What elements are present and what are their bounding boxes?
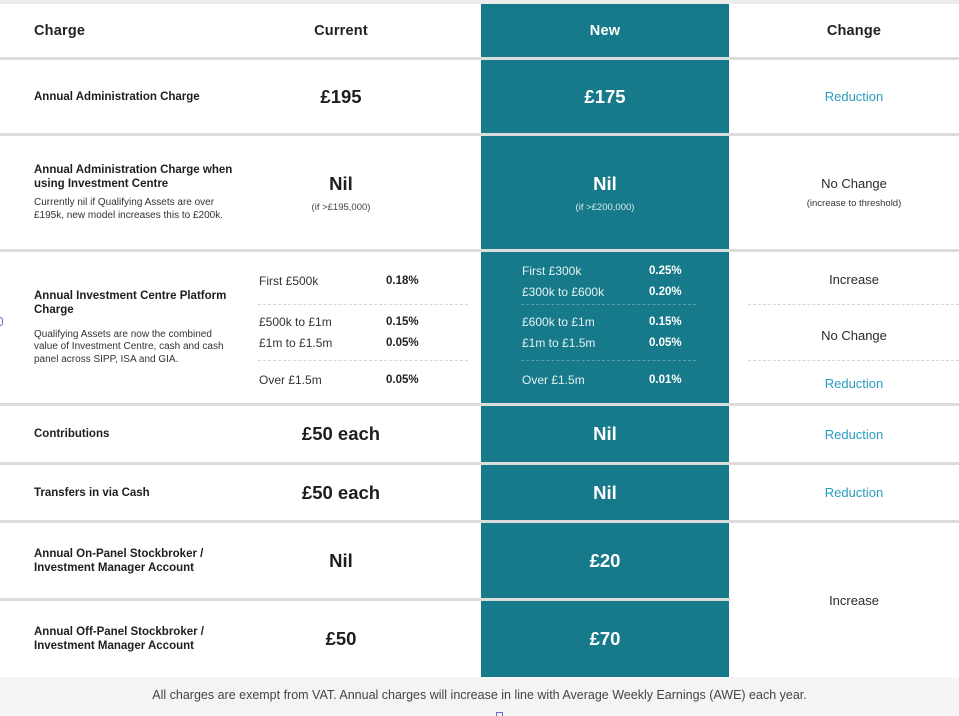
admin-current: £195	[320, 85, 362, 107]
header-new: New	[589, 22, 621, 39]
new-tier-band: £300k to £600k	[522, 285, 605, 299]
new-tier-band: First £300k	[522, 264, 582, 278]
new-tier-rate: 0.05%	[649, 337, 682, 349]
row-title-platform: Annual Investment Centre Platform Charge…	[34, 252, 234, 403]
footer-band	[0, 677, 959, 716]
scroll-marker	[496, 712, 503, 716]
row-title: Annual Investment Centre Platform Charge	[34, 289, 227, 316]
change-value: No Change	[821, 176, 887, 191]
new-tier-rate: 0.15%	[649, 316, 682, 328]
divider	[0, 403, 959, 406]
admin-ic-change: No Change (increase to threshold)	[754, 136, 954, 249]
platform-change-tier3: Reduction	[824, 375, 884, 391]
platform-change-tier1: Increase	[829, 271, 879, 287]
current-tier-band: £1m to £1.5m	[259, 336, 333, 350]
header-current: Current	[314, 22, 368, 39]
row-title-off-panel: Annual Off-Panel Stockbroker / Investmen…	[34, 626, 204, 652]
row-title-on-panel: Annual On-Panel Stockbroker / Investment…	[34, 547, 204, 574]
transfers-current: £50 each	[301, 481, 381, 503]
contributions-current: £50 each	[301, 423, 381, 444]
row-title-admin-ic: Annual Administration Charge when using …	[34, 136, 234, 249]
on-panel-new: £20	[589, 549, 621, 571]
row-subtitle: Currently nil if Qualifying Assets are o…	[34, 197, 223, 221]
tier-separator	[748, 360, 959, 361]
new-tier-rate: 0.01%	[649, 374, 682, 386]
current-tier-rate: 0.05%	[386, 337, 419, 349]
row-title-contributions: Contributions	[34, 428, 110, 440]
transfers-change: Reduction	[824, 485, 884, 500]
tier-separator	[258, 360, 468, 361]
header-change: Change	[826, 22, 882, 39]
value: Nil	[329, 172, 353, 194]
admin-change: Reduction	[824, 89, 884, 104]
divider	[0, 57, 959, 60]
divider	[0, 598, 730, 601]
contributions-new: Nil	[593, 423, 617, 444]
new-tier-band: £600k to £1m	[522, 315, 595, 329]
current-tier-band: £500k to £1m	[259, 315, 332, 329]
divider	[0, 520, 959, 523]
header-charge: Charge	[34, 22, 86, 39]
off-panel-current: £50	[325, 628, 357, 649]
top-strip	[0, 0, 959, 4]
change-note: (increase to threshold)	[806, 198, 902, 209]
on-panel-current: Nil	[329, 549, 353, 571]
divider	[0, 462, 959, 465]
tier-separator	[521, 304, 696, 305]
value: Nil	[593, 172, 617, 194]
threshold-note: (if >£195,000)	[311, 201, 371, 213]
current-tier-rate: 0.05%	[386, 374, 419, 386]
tier-separator	[748, 304, 959, 305]
current-tier-band: Over £1.5m	[259, 373, 322, 387]
footer-note: All charges are exempt from VAT. Annual …	[152, 688, 807, 702]
row-title: Annual Administration Charge when using …	[34, 164, 233, 190]
off-panel-new: £70	[589, 628, 621, 649]
divider	[0, 133, 959, 136]
contributions-change: Reduction	[824, 426, 884, 442]
admin-ic-new: Nil (if >£200,000)	[481, 136, 729, 249]
admin-ic-current: Nil (if >£195,000)	[241, 136, 441, 249]
divider	[0, 249, 959, 252]
transfers-new: Nil	[593, 481, 617, 503]
threshold-note: (if >£200,000)	[575, 201, 635, 213]
current-tier-rate: 0.18%	[386, 275, 419, 287]
new-column-highlight	[481, 4, 729, 677]
new-tier-band: Over £1.5m	[522, 373, 585, 387]
row-title-transfers: Transfers in via Cash	[34, 486, 150, 499]
new-tier-rate: 0.25%	[649, 265, 682, 277]
row-subtitle: Qualifying Assets are now the combined v…	[34, 328, 224, 365]
edge-marker	[0, 317, 3, 326]
admin-new: £175	[584, 85, 626, 107]
new-tier-band: £1m to £1.5m	[522, 336, 596, 350]
new-tier-rate: 0.20%	[649, 286, 682, 298]
tier-separator	[258, 304, 468, 305]
current-tier-band: First £500k	[259, 274, 319, 288]
broker-change: Increase	[829, 592, 879, 608]
tier-separator	[521, 360, 696, 361]
platform-change-tier2: No Change	[821, 327, 887, 343]
current-tier-rate: 0.15%	[386, 316, 419, 328]
row-title-admin: Annual Administration Charge	[34, 90, 200, 103]
